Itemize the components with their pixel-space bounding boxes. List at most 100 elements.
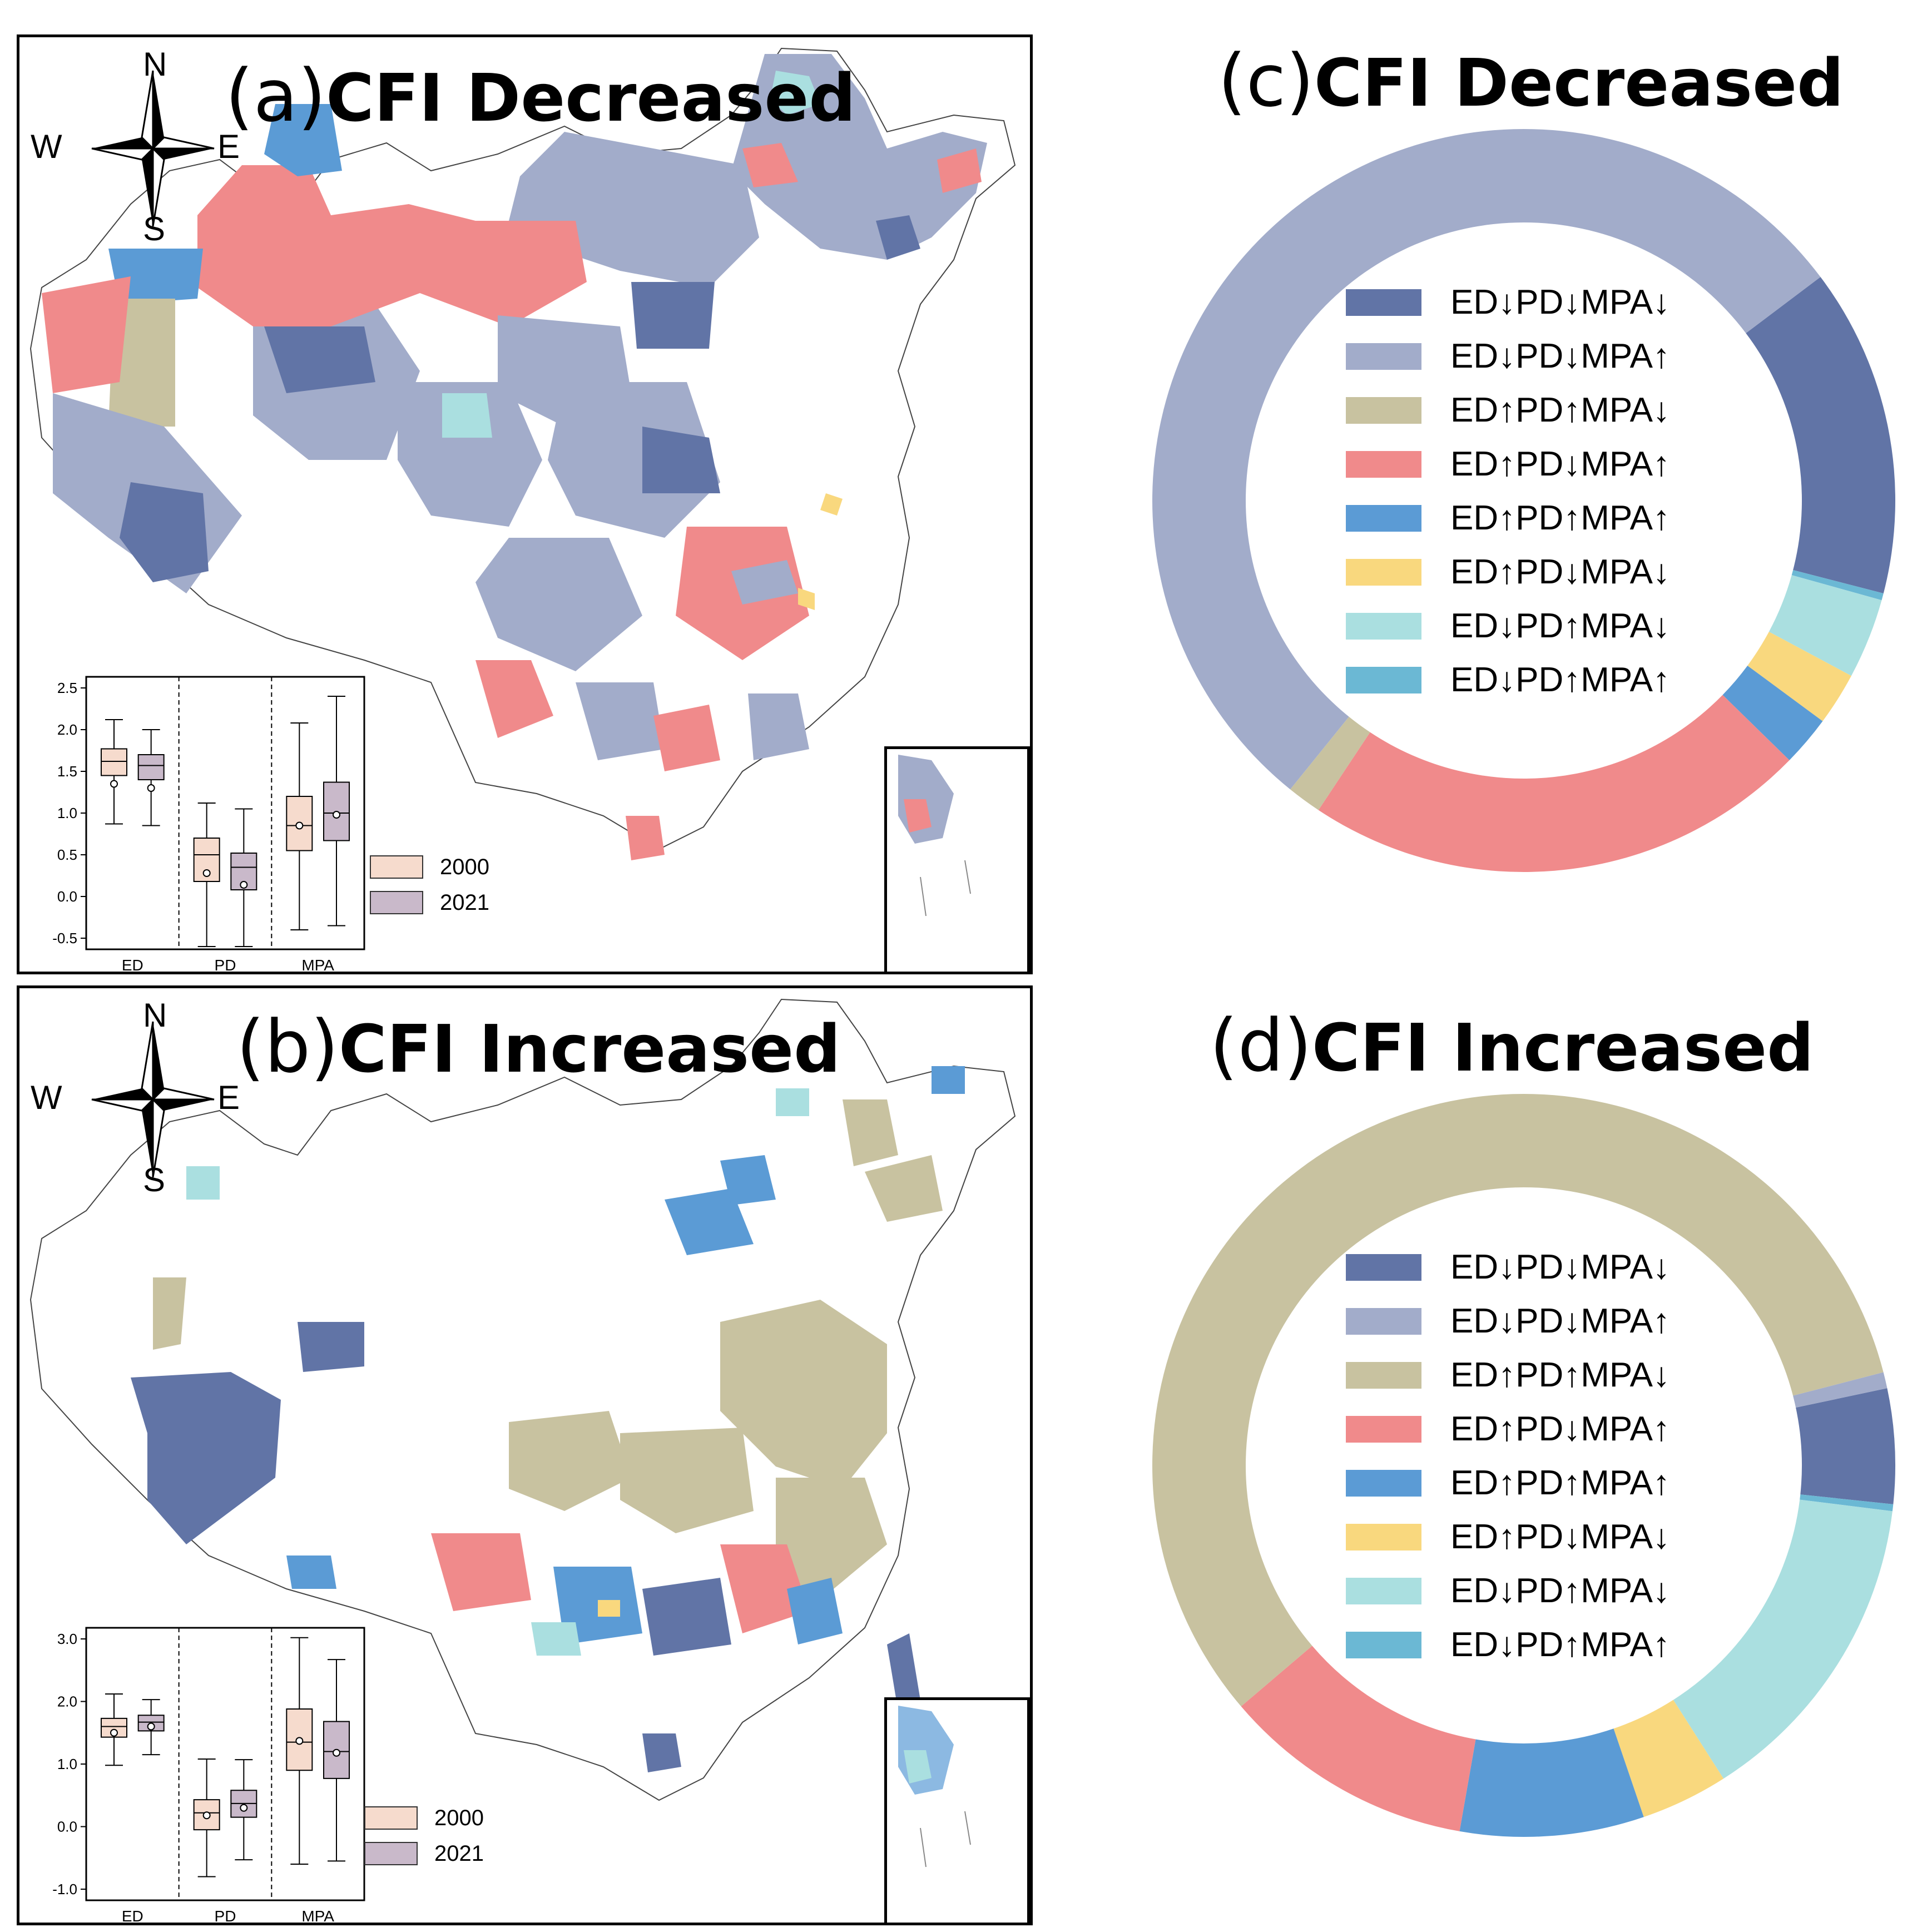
panel-a-title: (a)CFI Decreased (225, 60, 856, 132)
legend-item: ED↓PD↑MPA↓ (1346, 599, 1670, 653)
region-patches (42, 54, 987, 860)
legend-label: ED↑PD↓MPA↑ (1450, 1410, 1671, 1448)
donut-slice (1793, 1372, 1888, 1408)
donut-legend-c: ED↓PD↓MPA↓ ED↓PD↓MPA↑ ED↑PD↑MPA↓ ED↑PD↓MPA↑… (1346, 275, 1670, 707)
y-tick-label: -1.0 (52, 1881, 77, 1898)
mean-marker (333, 811, 340, 819)
box-legend-b: 2000 2021 (364, 1800, 484, 1871)
legend-item: ED↑PD↑MPA↓ (1346, 1348, 1670, 1402)
donut-slice (1800, 1494, 1894, 1512)
panel-d-title-text: CFI Increased (1311, 1009, 1814, 1086)
box (101, 1717, 127, 1738)
legend-swatch (1346, 666, 1421, 693)
y-tick-label: 0.0 (57, 888, 77, 905)
compass-s: S (143, 210, 166, 247)
boxplot-a: 2.5 2.0 1.5 1.0 0.5 0.0 -0.5 ED PD MPA (52, 676, 365, 974)
y-tick-label: 2.0 (57, 1693, 77, 1710)
x-tick-label: ED (122, 1908, 143, 1925)
legend-2000: 2000 (364, 1800, 484, 1836)
legend-label: ED↓PD↓MPA↓ (1450, 283, 1671, 321)
box (137, 754, 165, 780)
legend-swatch (1346, 1307, 1421, 1335)
compass-e: E (217, 128, 240, 165)
y-tick-label: 0.5 (57, 846, 77, 863)
legend-item: ED↓PD↓MPA↓ (1346, 1240, 1670, 1294)
donut-slice (1459, 1728, 1644, 1837)
mean-marker (333, 1748, 340, 1757)
legend-swatch (1346, 289, 1421, 316)
mean-marker (110, 780, 118, 788)
donut-slice (1241, 1646, 1476, 1831)
donut-slice (1791, 570, 1884, 601)
inset-map (898, 755, 971, 917)
boxplot-frame (85, 1627, 365, 1901)
legend-item: ED↑PD↓MPA↓ (1346, 1510, 1670, 1564)
region-patches (131, 1066, 965, 1772)
compass-e: E (217, 1079, 240, 1116)
panel-c-letter: (c) (1218, 38, 1314, 123)
legend-item: ED↑PD↑MPA↑ (1346, 1456, 1670, 1510)
map-panel-b: N S W E (b)CFI Increased 3.0 2.0 1.0 0.0 -1.… (17, 985, 1033, 1925)
x-tick-label: MPA (301, 1908, 334, 1925)
y-tick-label: 0.0 (57, 1819, 77, 1835)
legend-label: ED↓PD↓MPA↑ (1450, 337, 1671, 375)
mean-marker (147, 784, 155, 792)
legend-2000: 2000 (370, 849, 489, 885)
compass-n: N (143, 46, 167, 83)
panel-c-title: (c)CFI Decreased (1218, 44, 1844, 117)
legend-item: ED↓PD↑MPA↑ (1346, 1618, 1670, 1672)
compass-n: N (143, 997, 167, 1034)
donut-slice (1796, 1388, 1895, 1504)
legend-item: ED↑PD↓MPA↓ (1346, 545, 1670, 599)
panel-b-letter: (b) (236, 1004, 339, 1089)
legend-label: ED↓PD↑MPA↑ (1450, 661, 1671, 699)
box-legend-a: 2000 2021 (370, 849, 489, 920)
donut-slice (1722, 665, 1823, 761)
legend-label: ED↓PD↑MPA↓ (1450, 1572, 1671, 1610)
panel-d-letter: (d) (1210, 1003, 1312, 1088)
legend-label: ED↓PD↓MPA↑ (1450, 1302, 1671, 1340)
donut-slice (1152, 129, 1821, 790)
donut-slice (1290, 716, 1370, 810)
x-tick-label: PD (215, 1908, 236, 1925)
legend-2021: 2021 (370, 885, 489, 920)
swatch-2021 (370, 891, 423, 914)
box (193, 1799, 220, 1831)
legend-swatch (1346, 1631, 1421, 1658)
panel-a-title-text: CFI Decreased (326, 60, 856, 136)
donut-slice (1673, 1499, 1893, 1779)
legend-item: ED↑PD↓MPA↑ (1346, 437, 1670, 491)
legend-label: ED↑PD↓MPA↑ (1450, 445, 1671, 483)
donut-chart-d (1152, 1094, 1895, 1837)
panel-d-title: (d)CFI Increased (1210, 1009, 1814, 1082)
legend-label: ED↑PD↓MPA↓ (1450, 553, 1671, 591)
x-tick-label: ED (122, 957, 143, 974)
inset-map (898, 1706, 971, 1867)
swatch-2021 (364, 1842, 418, 1865)
legend-swatch (1346, 1577, 1421, 1604)
compass-w: W (31, 1079, 62, 1116)
swatch-2000 (370, 855, 423, 879)
china-map-increased (29, 998, 1016, 1801)
legend-item: ED↓PD↓MPA↑ (1346, 329, 1670, 383)
x-tick-label: PD (215, 957, 236, 974)
donut-slice (1152, 1094, 1884, 1707)
donut-legend-d: ED↓PD↓MPA↓ ED↓PD↓MPA↑ ED↑PD↑MPA↓ ED↑PD↓MPA↑… (1346, 1240, 1670, 1672)
compass-rose-icon (91, 1021, 215, 1178)
legend-swatch (1346, 558, 1421, 586)
compass-rose-icon (91, 70, 215, 227)
panel-c-title-text: CFI Decreased (1314, 44, 1844, 121)
legend-label: ED↓PD↑MPA↑ (1450, 1626, 1671, 1664)
china-map-decreased (29, 47, 1016, 860)
legend-swatch (1346, 450, 1421, 478)
x-tick-label: MPA (301, 957, 334, 974)
legend-item: ED↓PD↓MPA↑ (1346, 1294, 1670, 1348)
legend-item: ED↑PD↑MPA↑ (1346, 491, 1670, 545)
mean-marker (110, 1728, 118, 1737)
legend-item: ED↓PD↑MPA↓ (1346, 1564, 1670, 1618)
legend-2021: 2021 (364, 1836, 484, 1871)
legend-swatch (1346, 1361, 1421, 1389)
legend-label: ED↑PD↑MPA↑ (1450, 1464, 1671, 1502)
y-tick-label: 1.5 (57, 763, 77, 780)
south-china-sea-inset (884, 1697, 1030, 1923)
